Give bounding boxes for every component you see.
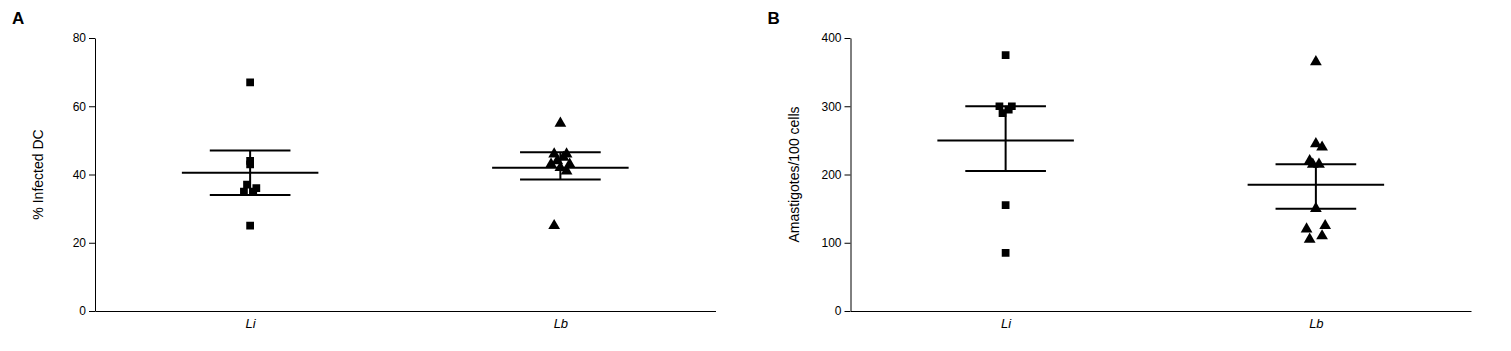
point bbox=[1316, 140, 1328, 150]
y-axis-line bbox=[851, 39, 852, 312]
y-tick: 20 bbox=[73, 236, 95, 250]
x-tick: Li bbox=[246, 311, 257, 331]
point bbox=[1002, 201, 1010, 209]
y-tick: 400 bbox=[821, 31, 850, 45]
y-tick-mark bbox=[845, 38, 851, 39]
y-tick: 0 bbox=[835, 304, 851, 318]
point bbox=[561, 164, 573, 174]
x-axis: Li Lb bbox=[851, 311, 1472, 331]
error-bar bbox=[182, 151, 319, 195]
y-tick-label: 60 bbox=[73, 100, 87, 114]
point bbox=[1307, 157, 1319, 167]
panel-label: A bbox=[12, 9, 24, 28]
error-bar bbox=[492, 152, 629, 179]
y-tick: 40 bbox=[73, 168, 95, 182]
y-tick-label: 80 bbox=[73, 31, 87, 45]
series bbox=[937, 51, 1074, 257]
point bbox=[554, 117, 566, 127]
x-axis: Li Lb bbox=[96, 311, 717, 331]
x-axis-line bbox=[96, 311, 717, 312]
point bbox=[1002, 249, 1010, 257]
sem-whisker bbox=[1005, 106, 1007, 171]
x-tick-label: Lb bbox=[554, 316, 568, 331]
y-tick-label: 0 bbox=[835, 304, 842, 318]
error-bar bbox=[937, 106, 1074, 171]
point bbox=[246, 222, 254, 230]
y-tick: 100 bbox=[821, 236, 850, 250]
y-tick-label: 0 bbox=[79, 304, 86, 318]
point bbox=[1316, 229, 1328, 239]
x-tick-label: Li bbox=[246, 316, 257, 331]
series bbox=[1248, 55, 1385, 243]
panel-label: B bbox=[768, 9, 780, 28]
point bbox=[246, 78, 254, 86]
sem-whisker bbox=[249, 151, 251, 195]
sem-whisker bbox=[1315, 164, 1317, 208]
series bbox=[492, 117, 629, 230]
y-tick-mark bbox=[89, 311, 95, 312]
x-tick-label: Li bbox=[1001, 316, 1012, 331]
chart-svg: Li Lb 0 20 40 60 80 % Infected DC A Li Lb 0 100 200 30… bbox=[0, 0, 1511, 351]
y-axis: 0 100 200 300 400 bbox=[821, 31, 851, 318]
x-tick: Lb bbox=[1309, 311, 1323, 331]
sem-whisker bbox=[559, 152, 561, 179]
x-axis-line bbox=[851, 311, 1472, 312]
point bbox=[545, 157, 557, 167]
point bbox=[548, 219, 560, 229]
y-tick: 80 bbox=[73, 31, 95, 45]
x-tick: Lb bbox=[554, 311, 568, 331]
y-tick-label: 100 bbox=[821, 236, 841, 250]
marks bbox=[937, 51, 1384, 257]
y-tick-mark bbox=[89, 38, 95, 39]
point bbox=[1304, 233, 1316, 243]
y-tick-label: 300 bbox=[821, 100, 841, 114]
point bbox=[1002, 51, 1010, 59]
y-tick-label: 20 bbox=[73, 236, 87, 250]
x-tick: Li bbox=[1001, 311, 1012, 331]
point bbox=[1301, 222, 1313, 232]
marks bbox=[182, 78, 629, 229]
y-tick-mark bbox=[845, 106, 851, 107]
y-axis-title: % Infected DC bbox=[30, 129, 46, 219]
y-tick-mark bbox=[845, 243, 851, 244]
y-tick-mark bbox=[89, 106, 95, 107]
y-tick-mark bbox=[845, 175, 851, 176]
series bbox=[182, 78, 319, 229]
panel: Li Lb 0 100 200 300 400 Amastigotes/100 cells B bbox=[768, 9, 1472, 331]
point bbox=[1319, 219, 1331, 229]
y-tick-mark bbox=[89, 243, 95, 244]
y-tick: 0 bbox=[79, 304, 95, 318]
y-axis-line bbox=[95, 39, 96, 312]
panel: Li Lb 0 20 40 60 80 % Infected DC A bbox=[12, 9, 716, 331]
error-bar bbox=[1248, 164, 1385, 208]
point bbox=[1310, 55, 1322, 65]
y-axis: 0 20 40 60 80 bbox=[73, 31, 96, 318]
y-tick-label: 200 bbox=[821, 168, 841, 182]
y-tick: 60 bbox=[73, 100, 95, 114]
y-tick-mark bbox=[845, 311, 851, 312]
x-tick-label: Lb bbox=[1309, 316, 1323, 331]
y-tick: 300 bbox=[821, 100, 850, 114]
y-tick-label: 400 bbox=[821, 31, 841, 45]
y-tick-mark bbox=[89, 175, 95, 176]
y-tick: 200 bbox=[821, 168, 850, 182]
y-axis-title: Amastigotes/100 cells bbox=[786, 106, 802, 242]
y-tick-label: 40 bbox=[73, 168, 87, 182]
